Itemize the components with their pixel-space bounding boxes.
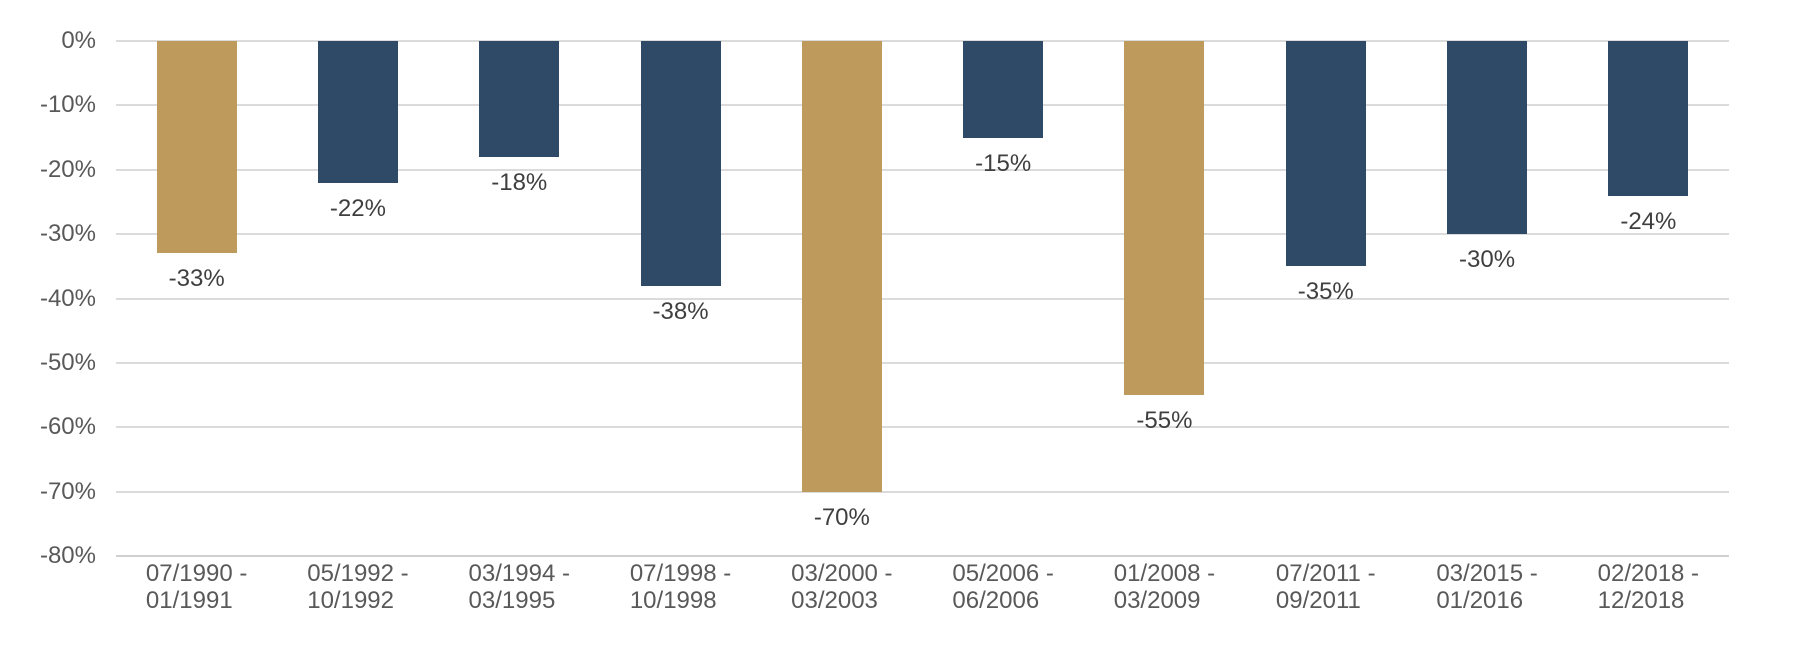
gridline: [116, 361, 1729, 364]
x-axis-category-label: 05/1992 -10/1992: [307, 560, 408, 614]
y-axis-tick-label: -50%: [39, 348, 96, 376]
x-axis-category-label: 01/2008 -03/2009: [1114, 560, 1215, 614]
data-label: -55%: [1136, 407, 1193, 435]
data-label: -70%: [813, 503, 870, 531]
x-axis-category-label-line: 03/2000 -: [791, 560, 893, 587]
y-axis-tick-label: -10%: [39, 91, 96, 119]
data-label: -30%: [1459, 246, 1516, 274]
x-axis-category-label-line: 03/1995: [468, 587, 556, 614]
y-axis-tick-label: -80%: [39, 542, 96, 569]
x-axis-category-label-line: 03/2009: [1113, 587, 1201, 614]
x-axis-category-label: 07/1998 -10/1998: [630, 560, 731, 614]
x-axis-category-label-line: 03/1994 -: [468, 560, 570, 587]
x-axis-category-label-line: 01/2016: [1436, 587, 1524, 614]
x-axis-category-label-line: 05/1992 -: [307, 560, 409, 587]
bar-navy: [1285, 41, 1366, 267]
data-label: -33%: [168, 265, 225, 293]
x-axis-category-label: 03/1994 -03/1995: [469, 560, 570, 614]
x-axis-category-label-line: 01/2008 -: [1113, 560, 1216, 587]
x-axis-category-label-line: 10/1998: [629, 587, 717, 614]
x-axis-category-label-line: 03/2003: [791, 587, 878, 614]
bar-gold: [156, 41, 237, 254]
gridline: [116, 233, 1729, 236]
y-axis-tick-label: -40%: [39, 284, 96, 312]
gridline: [116, 168, 1729, 171]
gridline: [116, 490, 1729, 493]
x-axis-category-label: 07/2011 -09/2011: [1276, 560, 1376, 614]
bar-gold: [801, 41, 882, 492]
y-axis-tick-label: 0%: [61, 27, 96, 54]
bar-navy: [640, 41, 721, 286]
data-label: -22%: [329, 194, 386, 222]
bar-navy: [317, 41, 398, 183]
gridline: [116, 426, 1729, 429]
x-axis-category-label-line: 12/2018: [1597, 587, 1685, 614]
x-axis-category-label-line: 09/2011: [1275, 587, 1361, 614]
x-axis-category-label-line: 05/2006 -: [952, 560, 1054, 587]
x-axis-category-label-line: 02/2018 -: [1597, 560, 1700, 587]
x-axis-category-label-line: 01/1991: [145, 587, 233, 614]
x-axis-category-label: 03/2000 -03/2003: [791, 560, 892, 614]
data-label: -15%: [975, 149, 1032, 177]
x-axis-category-label-line: 03/2015 -: [1436, 560, 1538, 587]
data-label: -35%: [1297, 278, 1354, 306]
bar-navy: [479, 41, 560, 157]
y-axis-tick-label: -20%: [39, 155, 96, 183]
y-axis-tick-label: -30%: [39, 220, 96, 248]
gridline: [116, 297, 1729, 300]
bar-gold: [1124, 41, 1205, 396]
x-axis-category-label-line: 07/1998 -: [629, 560, 732, 587]
x-axis-category-label-line: 10/1992: [307, 587, 394, 614]
bar-navy: [1447, 41, 1528, 235]
x-axis-category-label: 03/2015 -01/2016: [1436, 560, 1537, 614]
bar-navy: [1608, 41, 1689, 196]
y-axis-tick-label: -60%: [39, 413, 96, 441]
y-axis-tick-label: -70%: [39, 477, 96, 505]
plot-area: -33% -22% -18% -38% -70% -15% -55% -35% -30% -24%: [116, 40, 1729, 557]
gridline: [116, 104, 1729, 107]
bar-navy: [963, 41, 1044, 138]
x-axis-category-label: 02/2018 -12/2018: [1598, 560, 1699, 614]
data-label: -38%: [652, 297, 709, 325]
x-axis-category-label-line: 06/2006: [952, 587, 1040, 614]
x-axis-line: [116, 555, 1729, 557]
data-label: -24%: [1620, 207, 1677, 235]
data-label: -18%: [491, 168, 548, 196]
x-axis-category-label-line: 07/2011 -: [1275, 560, 1376, 587]
gridline: [116, 40, 1729, 42]
x-axis-category-label-line: 07/1990 -: [145, 560, 248, 587]
x-axis-category-label: 05/2006 -06/2006: [952, 560, 1053, 614]
x-axis-category-label: 07/1990 -01/1991: [146, 560, 247, 614]
